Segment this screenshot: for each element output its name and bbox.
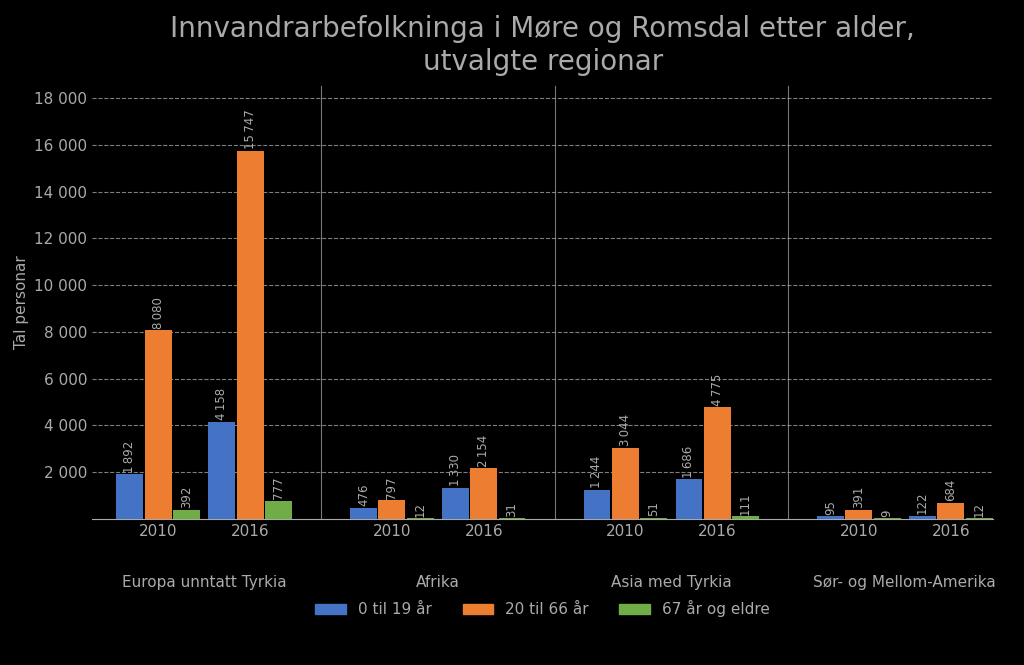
Bar xyxy=(350,507,377,519)
Bar xyxy=(173,509,200,519)
Bar xyxy=(640,517,667,519)
Text: 392: 392 xyxy=(180,485,193,508)
Title: Innvandrarbefolkninga i Møre og Romsdal etter alder,
utvalgte regionar: Innvandrarbefolkninga i Møre og Romsdal … xyxy=(170,15,915,76)
Text: 31: 31 xyxy=(506,501,518,517)
Text: Asia med Tyrkia: Asia med Tyrkia xyxy=(611,575,732,590)
Bar xyxy=(846,509,872,519)
Bar xyxy=(442,487,469,519)
Text: 122: 122 xyxy=(916,492,929,515)
Text: 1 330: 1 330 xyxy=(449,454,462,486)
Text: 2 154: 2 154 xyxy=(477,435,490,467)
Text: 684: 684 xyxy=(944,479,957,501)
Bar xyxy=(937,503,965,519)
Text: 391: 391 xyxy=(852,486,865,508)
Bar xyxy=(584,489,610,519)
Bar xyxy=(703,407,731,519)
Bar xyxy=(909,516,936,519)
Bar xyxy=(676,479,702,519)
Text: Afrika: Afrika xyxy=(416,575,460,590)
Bar xyxy=(817,517,844,519)
Text: 476: 476 xyxy=(357,483,370,506)
Text: Europa unntatt Tyrkia: Europa unntatt Tyrkia xyxy=(122,575,287,590)
Text: 797: 797 xyxy=(385,476,398,499)
Bar xyxy=(611,448,639,519)
Text: 777: 777 xyxy=(272,477,285,499)
Bar xyxy=(265,501,292,519)
Text: 12: 12 xyxy=(973,502,986,517)
Text: 12: 12 xyxy=(414,502,427,517)
Bar xyxy=(732,516,759,519)
Text: 4 775: 4 775 xyxy=(711,374,724,406)
Text: 111: 111 xyxy=(739,492,752,515)
Bar xyxy=(499,518,525,519)
Text: 95: 95 xyxy=(824,500,837,515)
Bar xyxy=(237,151,263,519)
Text: 1 244: 1 244 xyxy=(591,456,603,488)
Bar xyxy=(378,500,406,519)
Text: 1 892: 1 892 xyxy=(124,441,136,473)
Text: 3 044: 3 044 xyxy=(618,414,632,446)
Text: 1 686: 1 686 xyxy=(682,446,695,478)
Bar xyxy=(470,468,498,519)
Legend: 0 til 19 år, 20 til 66 år, 67 år og eldre: 0 til 19 år, 20 til 66 år, 67 år og eldr… xyxy=(309,595,776,624)
Text: 51: 51 xyxy=(647,501,660,516)
Text: 9: 9 xyxy=(881,509,894,517)
Text: 15 747: 15 747 xyxy=(244,110,257,150)
Bar xyxy=(209,422,236,519)
Text: 8 080: 8 080 xyxy=(152,297,165,329)
Bar xyxy=(144,330,172,519)
Text: Sør- og Mellom-Amerika: Sør- og Mellom-Amerika xyxy=(813,575,996,590)
Y-axis label: Tal personar: Tal personar xyxy=(13,256,29,349)
Bar xyxy=(117,475,143,519)
Text: 4 158: 4 158 xyxy=(215,388,228,420)
